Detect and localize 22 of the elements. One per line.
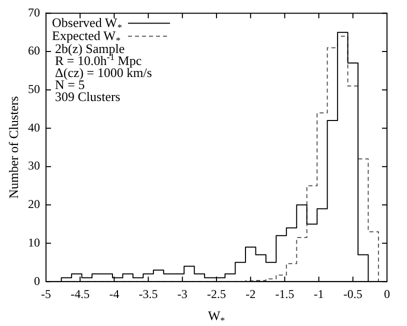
x-tick-label: 0 (384, 286, 390, 301)
x-tick-label: -4.5 (70, 286, 90, 301)
y-tick-label: 30 (28, 158, 40, 173)
y-tick-label: 0 (34, 274, 40, 288)
x-axis-title: W* (208, 308, 226, 326)
y-tick-label: 20 (28, 197, 40, 212)
x-tick-label: -3 (177, 286, 188, 301)
y-tick-label: 70 (28, 5, 40, 20)
y-tick-label: 40 (28, 120, 40, 134)
annotation: 309 Clusters (55, 89, 120, 104)
x-tick-label: -1 (314, 286, 324, 301)
x-tick-label: -1.5 (275, 286, 294, 301)
y-tick-label: 50 (28, 82, 40, 96)
x-tick-label: -2.5 (207, 286, 226, 301)
y-tick-label: 60 (28, 44, 40, 58)
x-tick-label: -5 (41, 286, 51, 301)
x-tick-label: -3.5 (138, 286, 158, 301)
y-axis-title: Number of Clusters (6, 96, 21, 199)
x-tick-label: -2 (246, 286, 256, 301)
x-tick-label: -0.5 (343, 286, 362, 301)
y-tick-label: 10 (28, 235, 40, 250)
x-tick-label: -4 (109, 286, 120, 301)
